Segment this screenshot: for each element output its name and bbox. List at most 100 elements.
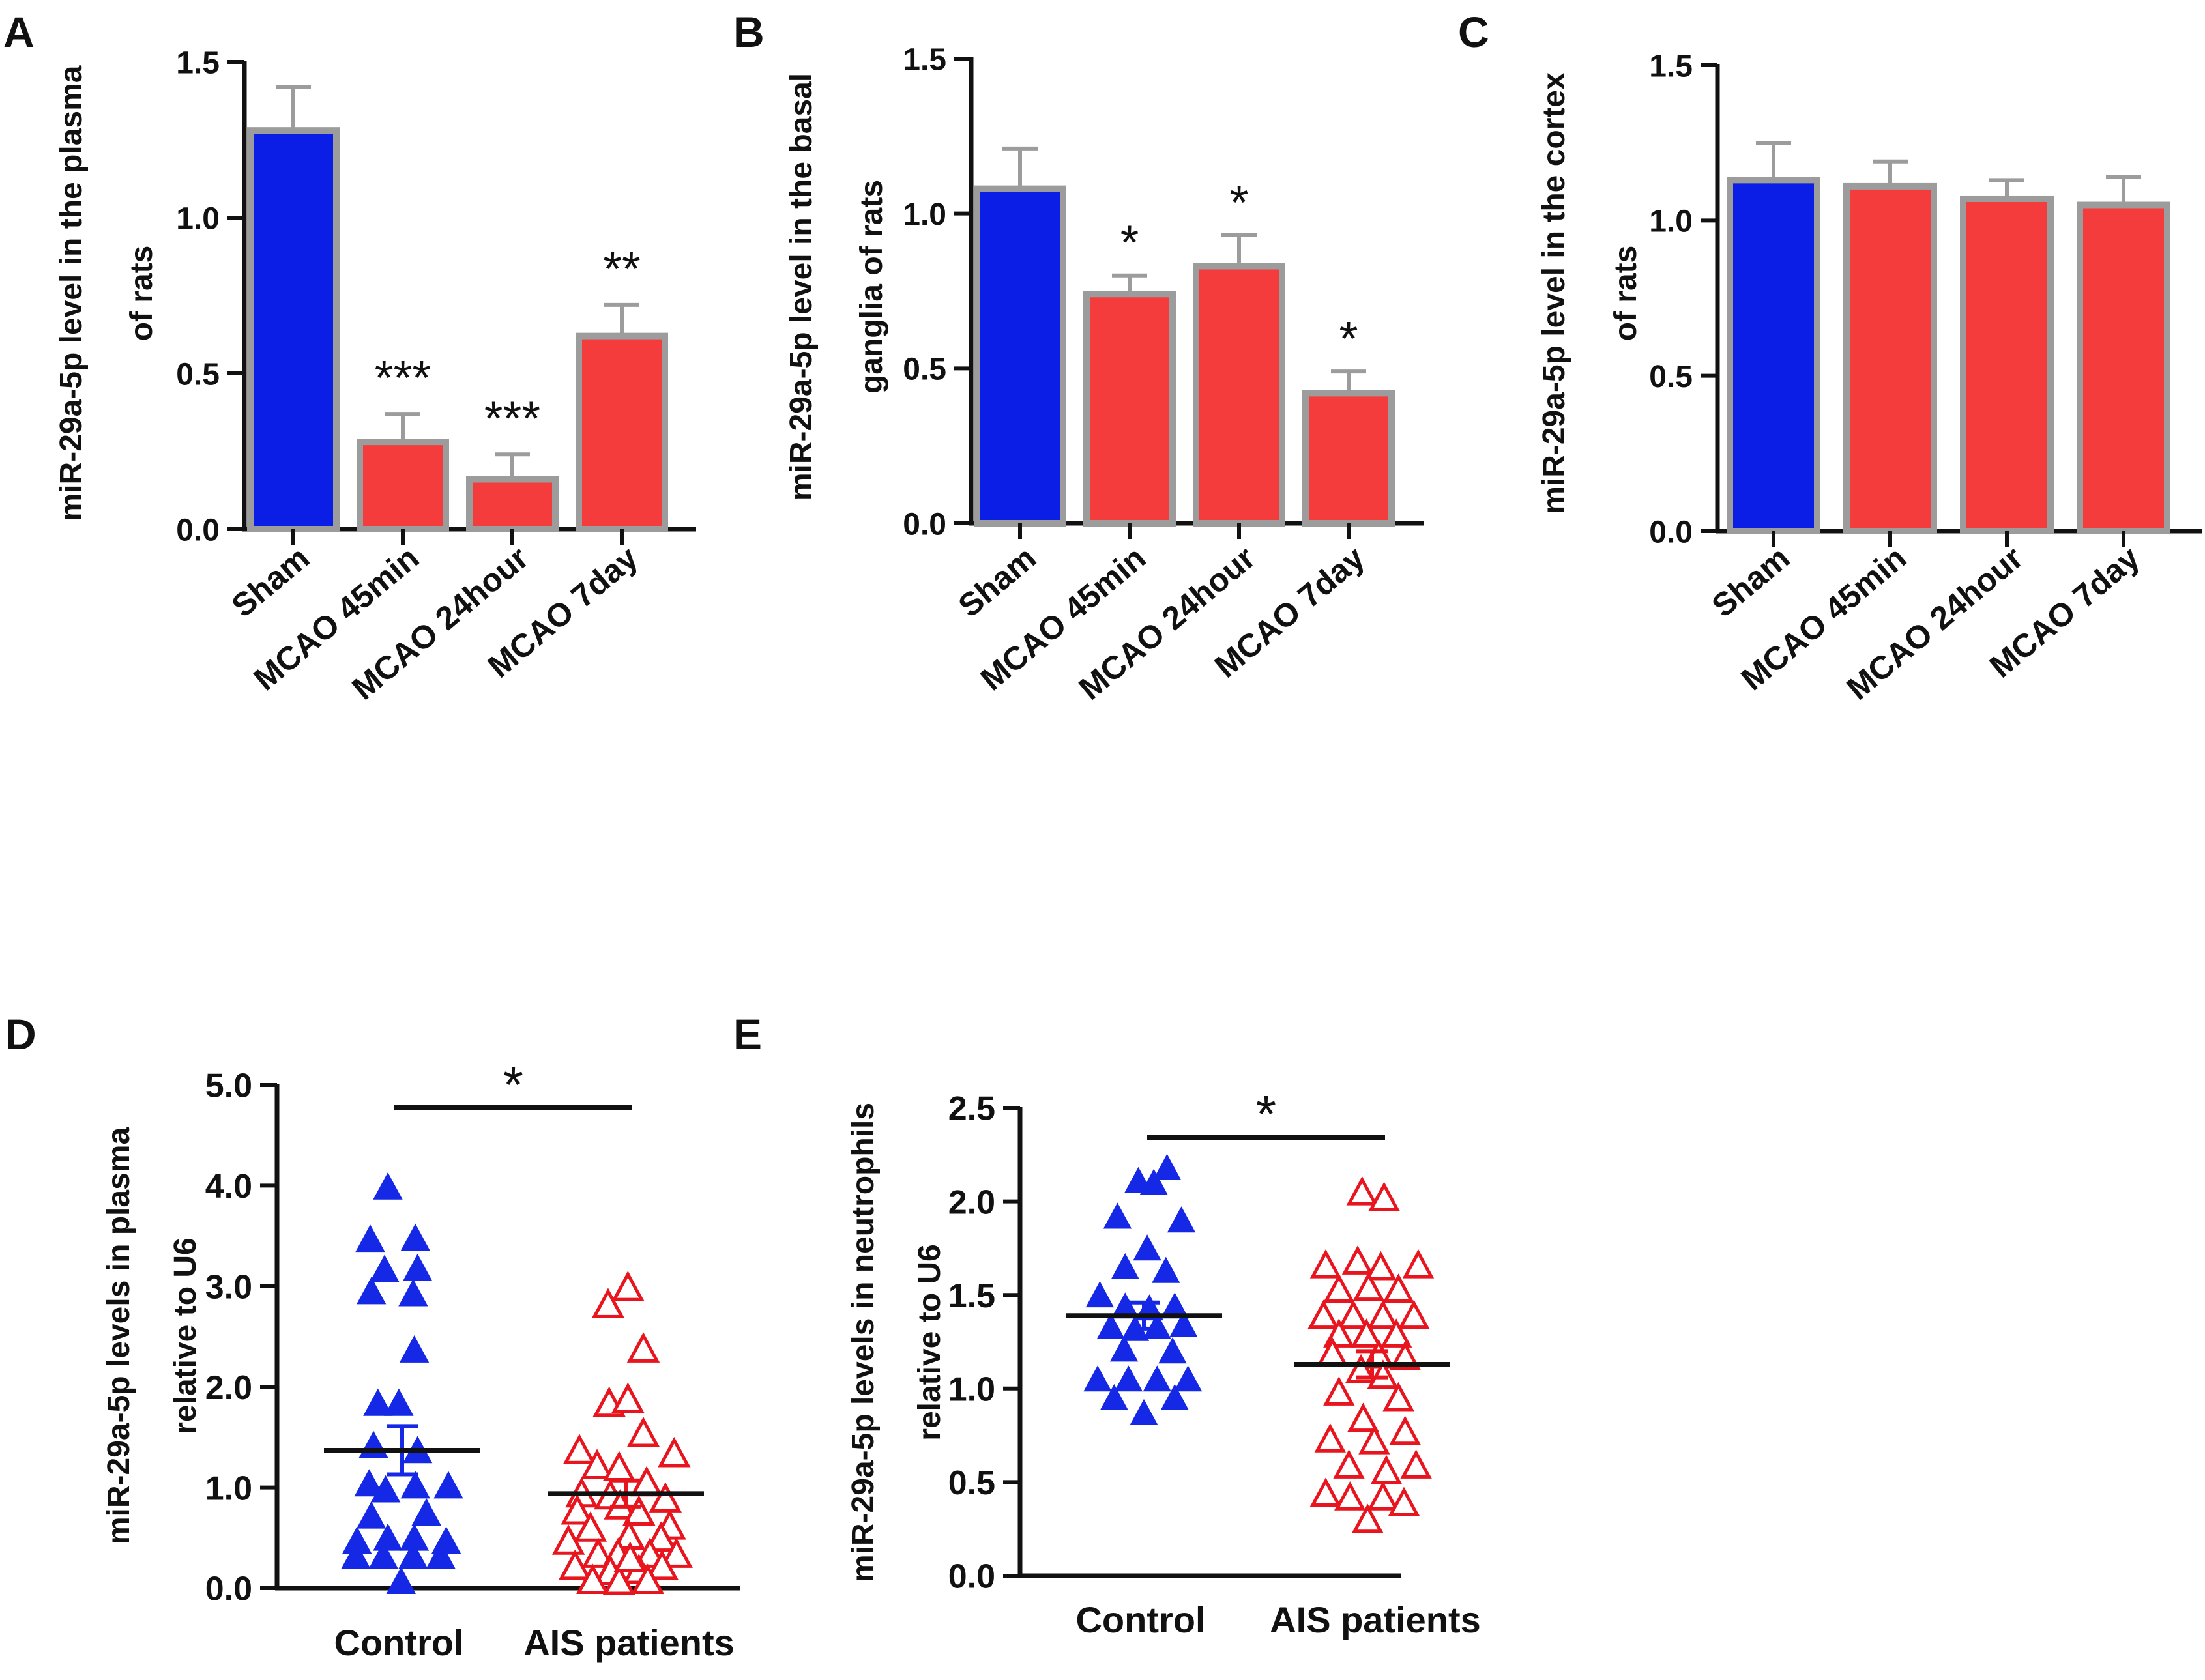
data-point — [373, 1172, 403, 1200]
y-tick-label: 0.5 — [903, 353, 946, 387]
data-point — [1309, 1477, 1342, 1507]
data-point — [411, 1498, 441, 1526]
data-point — [1143, 1312, 1171, 1339]
y-tick-label: 2.0 — [948, 1183, 995, 1221]
data-point — [1323, 1273, 1355, 1303]
data-point — [398, 1541, 428, 1569]
data-point — [561, 1494, 594, 1525]
data-point — [1351, 1318, 1382, 1348]
y-axis-label-line: miR-29a-5p level in the basal — [784, 73, 819, 500]
y-tick-label: 0.0 — [1649, 515, 1693, 549]
data-point — [341, 1541, 371, 1569]
data-point — [1133, 1234, 1161, 1261]
data-point — [1402, 1249, 1435, 1279]
data-point — [1114, 1365, 1143, 1392]
bar — [974, 185, 1066, 527]
data-point — [399, 1335, 430, 1363]
data-point — [1370, 1455, 1403, 1484]
significance-marker: * — [1339, 311, 1358, 366]
data-point — [645, 1549, 679, 1580]
y-tick-label: 3.0 — [205, 1269, 252, 1307]
data-point — [1083, 1365, 1112, 1392]
y-axis-label-line: miR-29a-5p levels in neutrophils — [846, 1103, 881, 1582]
data-point — [386, 1567, 416, 1595]
y-tick-label: 5.0 — [205, 1067, 252, 1105]
data-point — [368, 1541, 398, 1569]
data-point — [574, 1511, 607, 1542]
data-point — [1367, 1481, 1399, 1511]
data-point — [613, 1541, 647, 1572]
y-tick-label: 0.5 — [948, 1464, 995, 1502]
data-point — [649, 1482, 682, 1513]
y-tick-label: 1.5 — [1649, 49, 1693, 83]
x-tick-label: Control — [334, 1622, 463, 1663]
significance-marker: *** — [484, 391, 540, 445]
y-tick-label: 1.0 — [176, 201, 220, 236]
x-tick-label: Control — [1075, 1599, 1205, 1640]
x-tick-label: AIS patients — [523, 1622, 735, 1663]
data-point — [370, 1254, 400, 1282]
data-point — [1309, 1249, 1342, 1279]
data-point — [626, 1332, 660, 1363]
data-point — [1368, 1181, 1400, 1211]
data-point — [1333, 1449, 1365, 1479]
data-point — [357, 1277, 387, 1305]
data-point — [1109, 1335, 1139, 1362]
x-tick-label: Sham — [225, 540, 316, 624]
data-point — [370, 1475, 401, 1503]
panel-label: D — [5, 1010, 37, 1058]
data-point — [1367, 1299, 1399, 1329]
x-tick-label: Sham — [952, 540, 1043, 624]
data-point — [1143, 1365, 1171, 1392]
bar — [1083, 291, 1176, 527]
data-point — [622, 1495, 656, 1526]
bar — [357, 439, 449, 532]
data-point — [1347, 1402, 1379, 1432]
bar — [466, 476, 559, 533]
bar — [247, 127, 340, 533]
data-point — [358, 1430, 388, 1458]
data-point — [660, 1537, 693, 1568]
y-axis-label-line: relative to U6 — [913, 1244, 947, 1440]
data-point — [1085, 1281, 1115, 1308]
data-point — [1341, 1245, 1374, 1275]
data-point — [400, 1223, 430, 1251]
data-point — [1346, 1176, 1378, 1206]
data-point — [1352, 1271, 1385, 1301]
data-point — [1367, 1359, 1399, 1389]
y-tick-label: 4.0 — [205, 1168, 252, 1206]
data-point — [591, 1288, 625, 1318]
data-point — [355, 1224, 385, 1253]
panel-label: E — [733, 1010, 762, 1058]
data-point — [611, 1271, 645, 1301]
significance-marker: ** — [603, 242, 641, 296]
data-point — [363, 1388, 393, 1416]
data-point — [1160, 1292, 1189, 1319]
y-axis-label-line: of rats — [124, 246, 159, 341]
panel-label: A — [3, 8, 35, 56]
data-point — [576, 1563, 609, 1594]
data-point — [602, 1451, 636, 1482]
data-point — [1382, 1382, 1414, 1412]
data-point — [384, 1388, 414, 1416]
data-point — [1152, 1256, 1180, 1283]
y-tick-label: 1.5 — [176, 46, 220, 80]
data-point — [1398, 1299, 1430, 1329]
x-tick-label: Sham — [1705, 540, 1796, 624]
data-point — [433, 1471, 463, 1499]
data-point — [1167, 1206, 1196, 1233]
data-point — [580, 1449, 614, 1479]
y-tick-label: 1.0 — [903, 197, 946, 232]
data-point — [626, 1416, 660, 1447]
bar — [1302, 390, 1395, 527]
data-point — [402, 1253, 433, 1281]
data-point — [1382, 1273, 1414, 1303]
panel-label: B — [733, 8, 765, 56]
significance-marker: * — [1256, 1085, 1276, 1143]
bar — [1727, 177, 1820, 535]
y-tick-label: 0.0 — [176, 513, 220, 547]
y-axis-label-line: ganglia of rats — [854, 180, 889, 394]
